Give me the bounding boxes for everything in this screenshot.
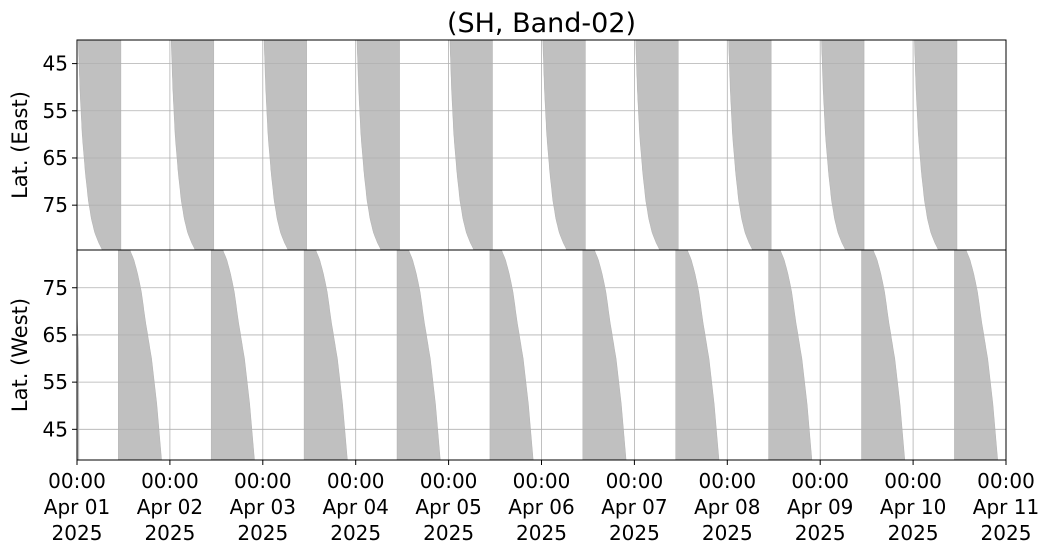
- y-axis-label: Lat. (East): [8, 91, 32, 199]
- data-band: [303, 249, 348, 461]
- x-tick-label: 00:00 Apr 04 2025: [322, 469, 388, 545]
- data-band: [449, 39, 493, 251]
- frame-layer: [72, 39, 1007, 465]
- data-band: [914, 39, 958, 251]
- data-band: [542, 39, 586, 251]
- data-band: [170, 39, 215, 251]
- data-band: [78, 39, 122, 251]
- x-tick-label: 00:00 Apr 11 2025: [973, 469, 1039, 545]
- y-tick-label: 45: [43, 417, 68, 441]
- x-tick-label: 00:00 Apr 09 2025: [787, 469, 853, 545]
- data-band: [821, 39, 865, 251]
- x-tick-label: 00:00 Apr 02 2025: [137, 469, 203, 545]
- data-band: [768, 249, 813, 461]
- data-band: [728, 39, 772, 251]
- y-tick-label: 75: [43, 276, 68, 300]
- data-band: [263, 39, 307, 251]
- x-tick-label: 00:00 Apr 07 2025: [601, 469, 667, 545]
- data-band: [582, 249, 627, 461]
- data-band: [489, 249, 534, 461]
- y-tick-label: 65: [43, 146, 68, 170]
- y-axis-label: Lat. (West): [8, 298, 32, 412]
- data-band: [635, 39, 679, 251]
- data-band: [675, 249, 720, 461]
- x-tick-label: 00:00 Apr 06 2025: [508, 469, 574, 545]
- data-band: [210, 249, 255, 461]
- grid-layer: [76, 40, 1007, 460]
- x-tick-label: 00:00 Apr 03 2025: [230, 469, 296, 545]
- y-tick-label: 65: [43, 323, 68, 347]
- chart-title: (SH, Band-02): [447, 8, 636, 39]
- data-band: [954, 249, 998, 461]
- data-band: [118, 249, 162, 461]
- label-layer: 45 55 65 75 Lat. (East) 75 65 55 45 Lat. (West) 00…: [8, 8, 1039, 545]
- x-tick-label: 00:00 Apr 01 2025: [44, 469, 110, 545]
- data-band: [861, 249, 906, 461]
- x-tick-label: 00:00 Apr 05 2025: [415, 469, 481, 545]
- data-layer: [76, 39, 998, 461]
- data-band: [396, 249, 441, 461]
- data-band: [356, 39, 400, 251]
- y-tick-label: 55: [43, 370, 68, 394]
- x-tick-label: 00:00 Apr 08 2025: [694, 469, 760, 545]
- x-tick-label: 00:00 Apr 10 2025: [880, 469, 946, 545]
- y-tick-label: 55: [43, 99, 68, 123]
- y-tick-label: 75: [43, 193, 68, 217]
- y-tick-label: 45: [43, 52, 68, 76]
